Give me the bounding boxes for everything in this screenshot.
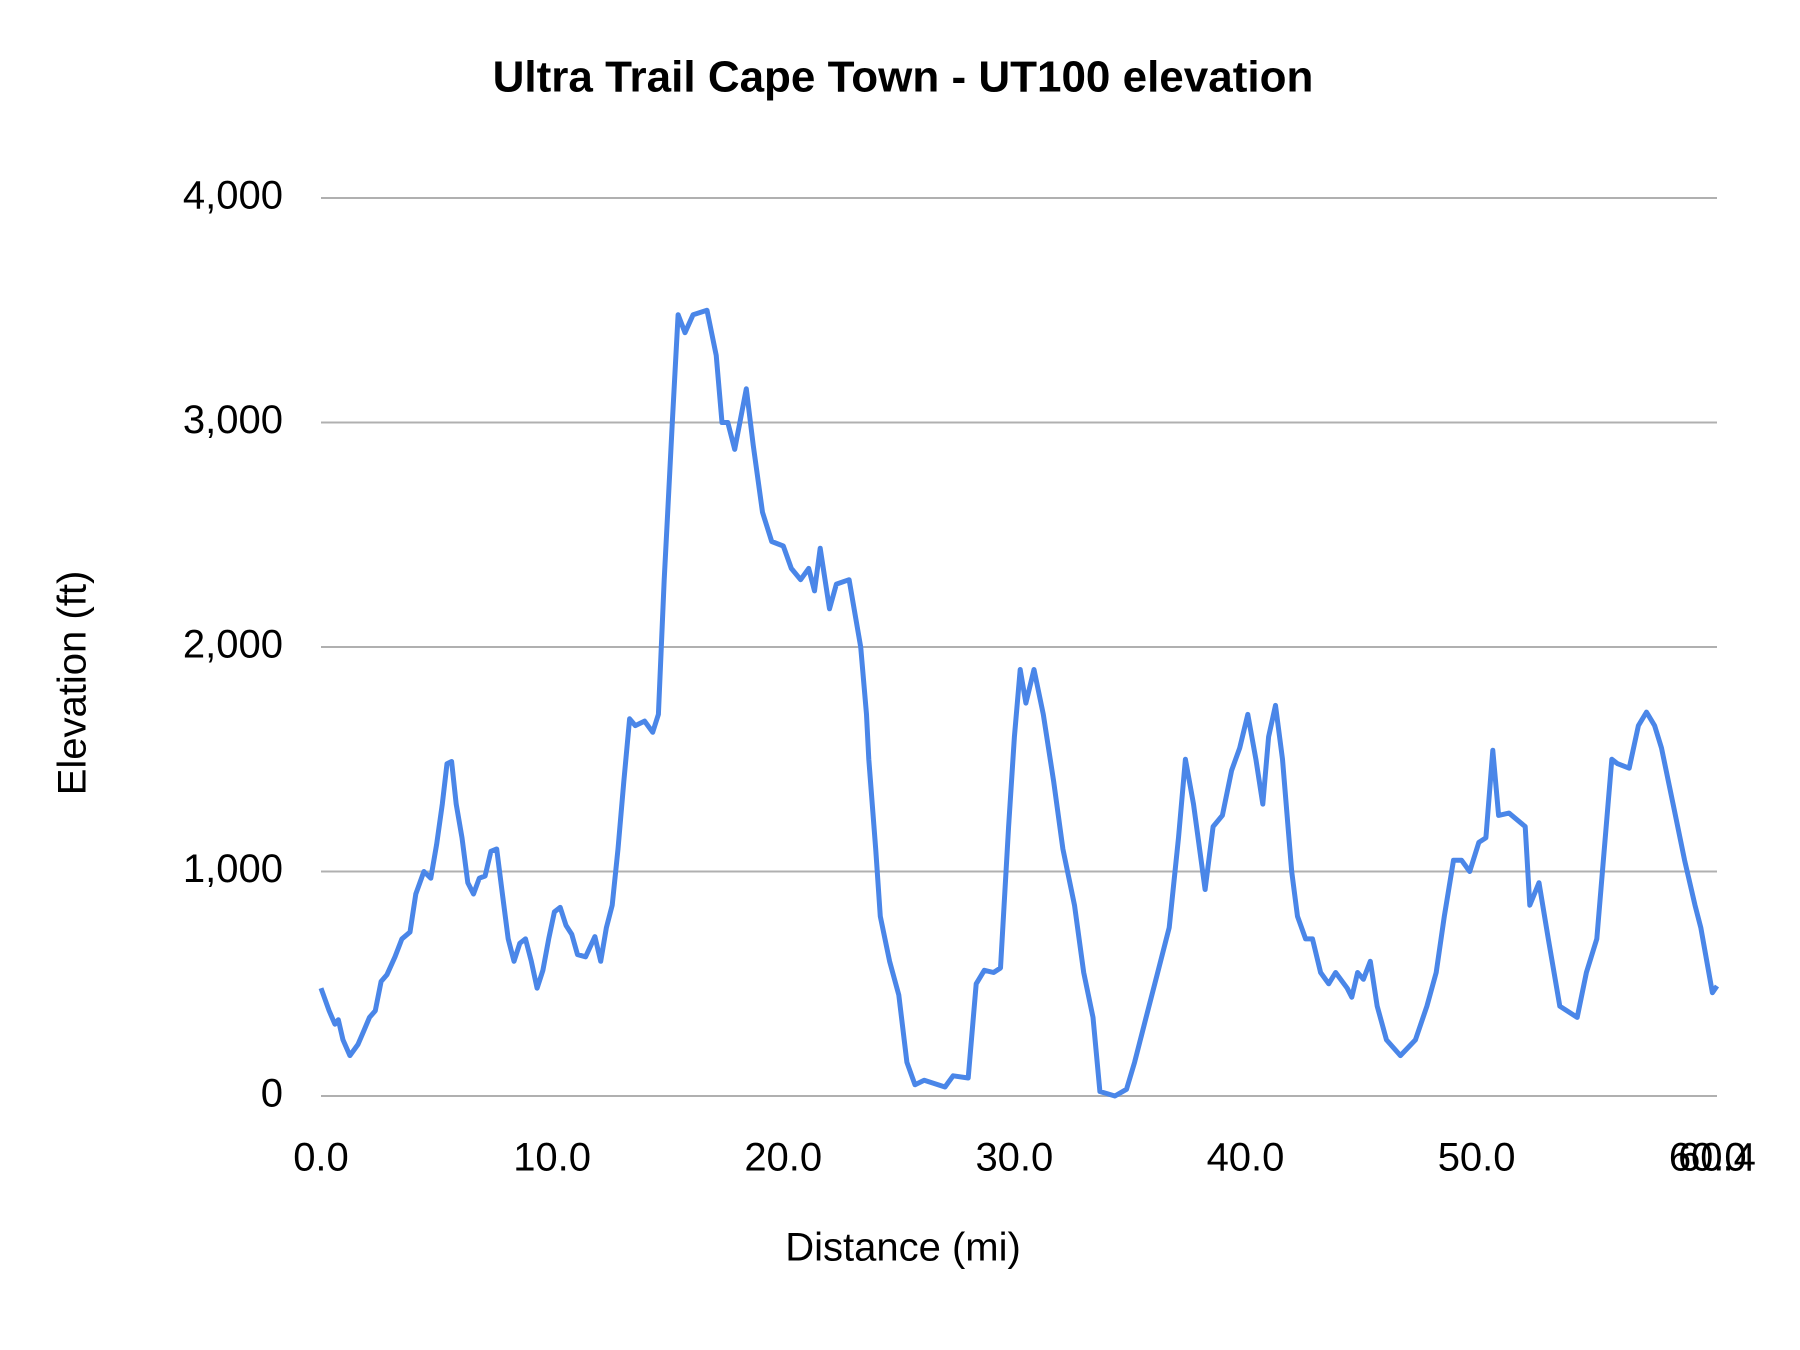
chart-title: Ultra Trail Cape Town - UT100 elevation <box>493 53 1314 102</box>
y-tick-label: 0 <box>261 1072 283 1116</box>
y-tick-label: 2,000 <box>183 623 283 667</box>
elevation-line <box>318 307 1720 1099</box>
x-tick-label: 0.0 <box>293 1136 349 1180</box>
x-tick-label: 60.4 <box>1678 1136 1756 1180</box>
x-tick-label: 30.0 <box>975 1136 1053 1180</box>
y-tick-label: 4,000 <box>183 174 283 218</box>
x-tick-label: 40.0 <box>1207 1136 1285 1180</box>
x-tick-label: 50.0 <box>1438 1136 1516 1180</box>
x-tick-label: 60.0 <box>1669 1136 1747 1180</box>
x-tick-label: 20.0 <box>744 1136 822 1180</box>
x-axis-label: Distance (mi) <box>785 1226 1021 1270</box>
y-axis-label: Elevation (ft) <box>51 571 95 796</box>
y-tick-label: 3,000 <box>183 398 283 442</box>
y-tick-label: 1,000 <box>183 847 283 891</box>
x-tick-label: 10.0 <box>513 1136 591 1180</box>
